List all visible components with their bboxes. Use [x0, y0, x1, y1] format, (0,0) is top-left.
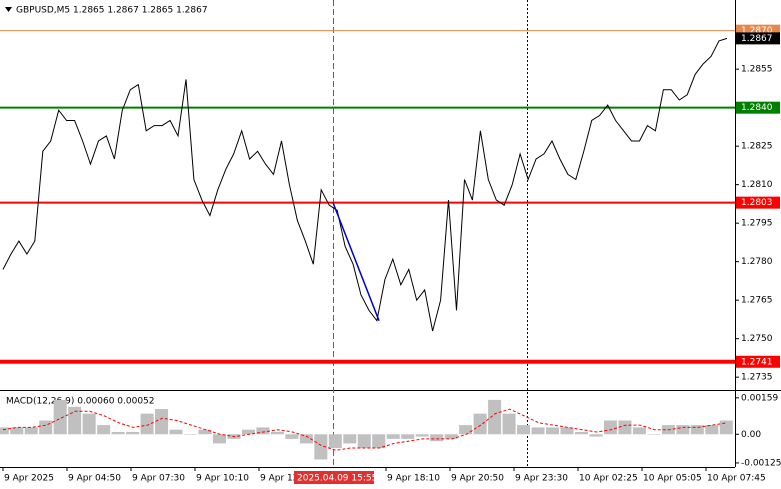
y-tick-label: 1.2825	[741, 142, 773, 152]
macd-bar	[314, 434, 328, 460]
macd-bar	[285, 434, 299, 439]
level-label-box	[736, 196, 780, 209]
level-label: 1.2803	[741, 198, 773, 208]
y-tick-label: 1.2795	[741, 219, 773, 229]
macd-bar	[618, 420, 632, 435]
macd-bar	[343, 434, 357, 444]
macd-bar	[357, 434, 371, 449]
macd-bar	[256, 427, 270, 435]
level-label-box	[736, 355, 780, 368]
signal-line	[2, 408, 728, 451]
macd-bar	[97, 425, 111, 435]
level-label: 1.2741	[741, 357, 773, 367]
macd-bar	[502, 413, 516, 435]
macd-bar	[386, 434, 400, 439]
macd-bar	[560, 427, 574, 435]
x-tick-label: 10 Apr 07:45	[707, 474, 766, 484]
macd-bar	[82, 413, 96, 435]
x-tick-label: 10 Apr 02:25	[579, 474, 638, 484]
macd-title: MACD(12,26,9) 0.00060 0.00052	[6, 397, 155, 407]
macd-bar	[488, 399, 502, 435]
y-tick-label: 1.2765	[741, 296, 773, 306]
macd-bar	[241, 429, 255, 435]
last-price-box	[736, 32, 780, 45]
x-tick-label: 9 Apr 07:30	[132, 474, 185, 484]
macd-bar	[53, 399, 67, 435]
macd-bar	[169, 429, 183, 435]
cursor-label: 2025.04.09 15:55	[297, 474, 377, 484]
macd-bar	[647, 434, 661, 435]
x-tick-label: 10 Apr 05:05	[643, 474, 702, 484]
level-label: 1.2840	[741, 103, 773, 113]
macd-bar	[198, 429, 212, 435]
macd-bar	[473, 413, 487, 435]
macd-bar	[415, 434, 429, 437]
macd-bar	[39, 420, 53, 435]
x-tick-label: 9 Apr 04:50	[68, 474, 121, 484]
macd-bar	[10, 427, 24, 435]
macd-bar	[676, 425, 690, 435]
macd-bar	[299, 434, 313, 444]
macd-bar	[155, 409, 169, 435]
y-tick-label: -0.00125	[741, 458, 781, 468]
y-tick-label: 0.00	[741, 430, 761, 440]
macd-bar	[517, 425, 531, 435]
y-tick-label: 1.2780	[741, 257, 773, 267]
macd-bar	[328, 434, 342, 449]
macd-bar	[68, 406, 82, 435]
macd-bar	[111, 431, 125, 435]
macd-bar	[184, 434, 198, 435]
macd-bar	[574, 431, 588, 435]
level-label-box	[736, 101, 780, 114]
macd-bar	[531, 427, 545, 435]
x-tick-label: 9 Apr 2025	[4, 474, 54, 484]
level-label-box	[736, 24, 780, 37]
x-tick-label: 9 Apr 18:10	[387, 474, 440, 484]
macd-bar	[546, 427, 560, 435]
y-tick-label: 1.2735	[741, 373, 773, 383]
chart-title: GBPUSD,M5 1.2865 1.2867 1.2865 1.2867	[16, 6, 208, 16]
macd-bar	[603, 420, 617, 435]
symbol-menu-arrow	[5, 7, 12, 12]
macd-bar	[589, 434, 603, 437]
x-tick-label: 9 Apr 23:30	[515, 474, 568, 484]
cursor-label-box	[294, 471, 374, 484]
macd-bar	[459, 425, 473, 435]
x-tick-label: 9 Apr 20:50	[451, 474, 504, 484]
macd-bar	[270, 431, 284, 435]
y-tick-label: 1.2810	[741, 180, 773, 190]
macd-bar	[401, 434, 415, 439]
macd-bar	[690, 425, 704, 435]
y-tick-label: 1.2750	[741, 334, 773, 344]
macd-bar	[212, 434, 226, 444]
level-label: 1.2870	[741, 26, 773, 36]
x-tick-label: 9 Apr 12:50	[260, 474, 313, 484]
macd-bar	[24, 427, 38, 435]
macd-bar	[126, 431, 140, 435]
macd-bar	[430, 434, 444, 442]
macd-bar	[444, 434, 458, 439]
macd-bar	[140, 413, 154, 435]
y-tick-label: 1.2855	[741, 65, 773, 75]
y-tick-label: 0.00159	[741, 393, 778, 403]
last-price-label: 1.2867	[741, 34, 773, 44]
macd-bar	[719, 420, 733, 435]
macd-bar	[372, 434, 386, 449]
price-line	[2, 37, 728, 332]
x-tick-label: 9 Apr 10:10	[196, 474, 249, 484]
macd-bar	[0, 427, 9, 435]
macd-bar	[705, 425, 719, 435]
trend-line	[332, 202, 380, 321]
macd-bar	[632, 427, 646, 435]
